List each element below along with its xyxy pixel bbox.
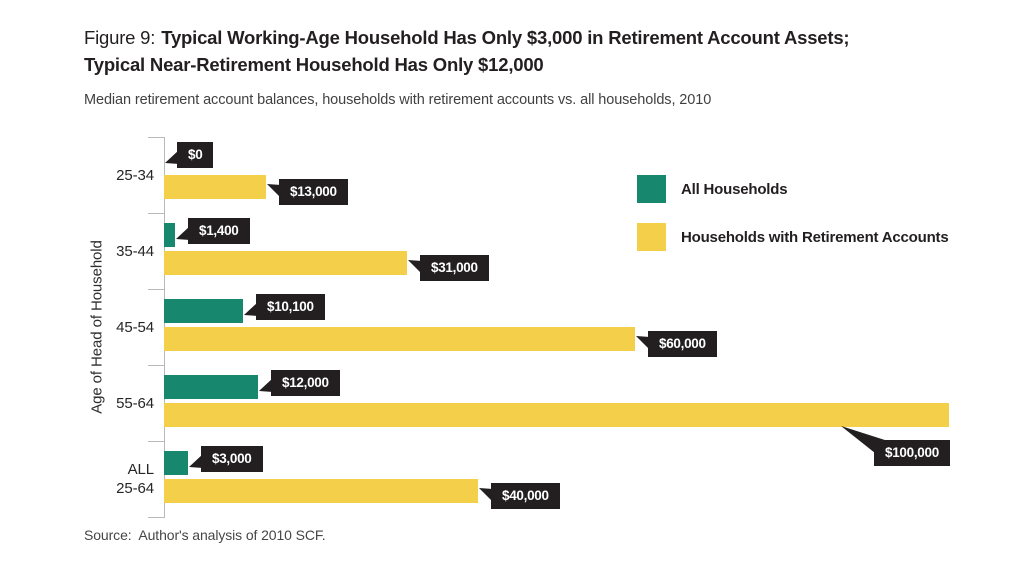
data-label-all-households-all-25-64: $3,000	[201, 446, 263, 472]
figure-title-line1: Figure 9: Typical Working-Age Household H…	[84, 24, 984, 51]
data-label-households-with-retirement-accounts-25-34: $13,000	[279, 179, 348, 205]
axis-tick	[148, 137, 164, 138]
axis-tick	[148, 441, 164, 442]
bar-all-households-45-54	[164, 299, 243, 323]
bar-households-with-retirement-accounts-55-64	[164, 403, 949, 427]
data-label-all-households-35-44: $1,400	[188, 218, 250, 244]
category-label-all-25-64: ALL 25-64	[116, 461, 154, 497]
bar-households-with-retirement-accounts-35-44	[164, 251, 407, 275]
axis-tick	[148, 517, 164, 518]
axis-tick	[148, 213, 164, 214]
legend-label-households-with-retirement-accounts: Households with Retirement Accounts	[681, 228, 949, 246]
figure-title-line2: Typical Near-Retirement Household Has On…	[84, 54, 544, 75]
figure-title-line1-text: Typical Working-Age Household Has Only $…	[161, 27, 850, 48]
category-label-45-54: 45-54	[116, 318, 154, 336]
source-note: Source: Author's analysis of 2010 SCF.	[84, 527, 326, 543]
data-label-households-with-retirement-accounts-45-54: $60,000	[648, 331, 717, 357]
bar-households-with-retirement-accounts-all-25-64	[164, 479, 478, 503]
data-label-all-households-25-34: $0	[177, 142, 214, 168]
data-label-households-with-retirement-accounts-55-64: $100,000	[874, 440, 950, 466]
bar-households-with-retirement-accounts-45-54	[164, 327, 635, 351]
axis-tick	[148, 289, 164, 290]
bar-all-households-35-44	[164, 223, 175, 247]
legend-label-all-households: All Households	[681, 180, 788, 198]
legend: All Households Households with Retiremen…	[637, 175, 949, 271]
data-label-all-households-45-54: $10,100	[256, 294, 325, 320]
data-label-households-with-retirement-accounts-35-44: $31,000	[420, 255, 489, 281]
legend-swatch-green	[637, 175, 666, 203]
category-label-35-44: 35-44	[116, 242, 154, 260]
legend-item-households-with-retirement-accounts: Households with Retirement Accounts	[637, 223, 949, 251]
data-label-households-with-retirement-accounts-all-25-64: $40,000	[491, 483, 560, 509]
legend-swatch-yellow	[637, 223, 666, 251]
figure-number: Figure 9:	[84, 27, 156, 48]
bar-all-households-all-25-64	[164, 451, 188, 475]
legend-item-all-households: All Households	[637, 175, 948, 203]
data-label-all-households-55-64: $12,000	[271, 370, 340, 396]
figure-title: Figure 9: Typical Working-Age Household H…	[84, 24, 984, 78]
figure-subtitle: Median retirement account balances, hous…	[84, 92, 712, 108]
bar-households-with-retirement-accounts-25-34	[164, 175, 266, 199]
category-label-25-34: 25-34	[116, 166, 154, 184]
bar-all-households-55-64	[164, 375, 258, 399]
axis-tick	[148, 365, 164, 366]
category-label-55-64: 55-64	[116, 394, 154, 412]
